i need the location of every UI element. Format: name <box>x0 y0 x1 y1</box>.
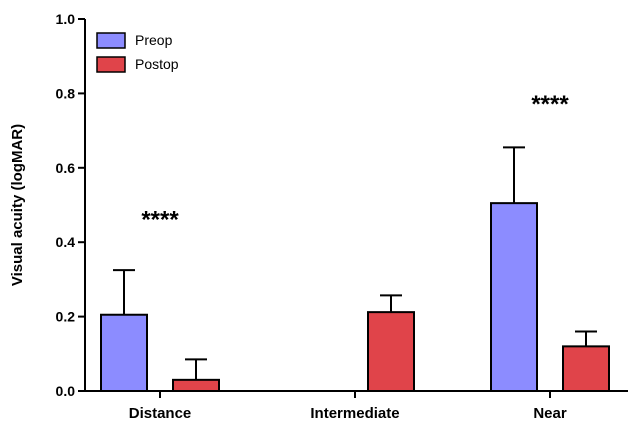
legend-swatch <box>96 32 126 49</box>
legend: Preop Postop <box>96 32 179 73</box>
y-tick-label: 0.0 <box>56 383 76 399</box>
y-tick-label: 0.2 <box>56 309 76 325</box>
y-tick-label: 0.6 <box>56 160 76 176</box>
x-tick-label: Near <box>533 405 567 421</box>
bar <box>367 311 415 392</box>
x-tick-label: Intermediate <box>310 405 399 421</box>
legend-label: Preop <box>135 32 173 48</box>
y-tick-label: 0.4 <box>56 234 76 250</box>
bar <box>562 345 610 392</box>
significance-annotation: **** <box>531 91 569 118</box>
y-tick-label: 0.8 <box>56 85 76 101</box>
significance-annotation: **** <box>141 206 179 233</box>
x-tick-label: Distance <box>129 405 192 421</box>
y-tick-label: 1.0 <box>56 11 76 27</box>
bar <box>100 313 148 392</box>
plot-area: 0.0 0.2 0.4 0.6 0.8 1.0 Distance Intermediate Ne… <box>56 11 628 421</box>
legend-label: Postop <box>135 56 179 72</box>
y-axis-label-group: Visual acuity (logMAR) <box>9 124 26 286</box>
legend-swatch <box>96 56 126 73</box>
y-axis-label: Visual acuity (logMAR) <box>9 124 26 286</box>
bar <box>172 378 220 392</box>
bar <box>490 202 538 392</box>
